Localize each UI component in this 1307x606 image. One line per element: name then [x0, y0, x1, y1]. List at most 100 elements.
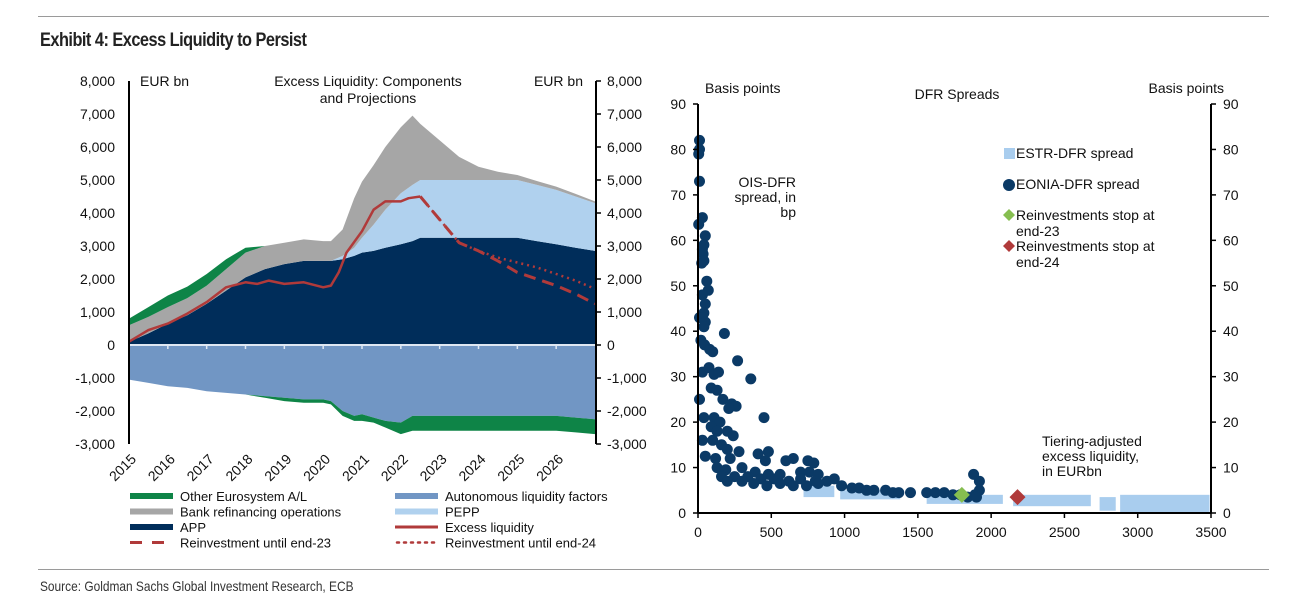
estr-dfr-point [926, 494, 1003, 504]
eonia-dfr-point [699, 339, 711, 351]
eonia-dfr-point [693, 218, 705, 230]
x-tick-label: 1500 [902, 524, 933, 540]
eonia-dfr-point [718, 328, 730, 339]
eonia-dfr-point [803, 466, 815, 478]
eonia-dfr-point [698, 239, 710, 251]
eonia-dfr-point [696, 434, 708, 446]
left-y-tick-label: 10 [670, 460, 686, 476]
left-y-tick-label: 70 [670, 187, 686, 203]
eonia-dfr-point [748, 478, 760, 489]
x-tick-label: 2018 [222, 451, 255, 484]
left-y-tick-label: 8,000 [80, 73, 115, 89]
eonia-dfr-point [693, 148, 705, 160]
right-y-tick-label: 3,000 [607, 238, 642, 254]
chart-title: Excess Liquidity: Components [274, 73, 462, 89]
eonia-dfr-point [721, 443, 733, 455]
x-tick-label: 2019 [261, 451, 294, 484]
eonia-dfr-point [812, 468, 824, 480]
left-y-tick-label: 20 [670, 414, 686, 430]
eonia-dfr-point [711, 462, 723, 474]
eonia-dfr-point [708, 368, 720, 380]
eonia-dfr-point [723, 403, 735, 414]
eonia-dfr-point [717, 393, 729, 405]
right-y-tick-label: 50 [1223, 278, 1239, 294]
x-tick-label: 2024 [455, 451, 488, 484]
eonia-dfr-point [742, 471, 754, 483]
annotation-ois-dfr: bp [780, 204, 796, 220]
eonia-dfr-point [705, 382, 717, 394]
eonia-dfr-point [707, 346, 719, 358]
estr-dfr-point [1013, 494, 1091, 507]
right-y-tick-label: 8,000 [607, 73, 642, 89]
x-tick-label: 2022 [378, 451, 411, 484]
x-tick-label: 3500 [1195, 524, 1226, 540]
legend-swatch [130, 508, 173, 515]
right-unit-label: EUR bn [534, 73, 583, 89]
left-y-tick-label: 0 [678, 505, 686, 521]
source-note: Source: Goldman Sachs Global Investment … [40, 578, 354, 594]
eonia-dfr-point [973, 484, 985, 496]
eonia-dfr-point [971, 491, 982, 503]
eonia-dfr-point [736, 475, 748, 487]
eonia-dfr-point [962, 491, 974, 503]
legend-label: EONIA-DFR spread [1016, 176, 1140, 192]
left-y-tick-label: -3,000 [75, 436, 115, 452]
left-y-tick-label: 6,000 [80, 139, 115, 155]
right-y-tick-label: 10 [1223, 460, 1239, 476]
eonia-dfr-point [732, 355, 744, 367]
eonia-dfr-point [762, 468, 774, 480]
annotation-tiering: Tiering-adjusted [1042, 433, 1142, 449]
legend-marker-circle [1003, 179, 1015, 191]
eonia-dfr-point [846, 482, 858, 494]
eonia-dfr-point [801, 480, 812, 492]
x-tick-label: 0 [694, 524, 702, 540]
legend-swatch [130, 493, 173, 499]
eonia-dfr-point [762, 446, 774, 458]
eonia-dfr-point [702, 284, 714, 296]
line-reinvestment-end-23 [419, 195, 596, 306]
eonia-dfr-point [696, 257, 708, 269]
left-y-tick-label: 80 [670, 141, 686, 157]
eonia-dfr-point [727, 430, 739, 442]
eonia-dfr-point [745, 373, 757, 385]
eonia-dfr-point [720, 464, 732, 476]
eonia-dfr-point [694, 393, 705, 405]
eonia-dfr-point [905, 487, 916, 499]
diamond-reinvestments-stop-at-end-24 [1009, 489, 1026, 506]
x-tick-label: 1000 [829, 524, 860, 540]
diamond-reinvestments-stop-at-end-23 [953, 486, 970, 503]
right-y-tick-label: 0 [1223, 505, 1231, 521]
eonia-dfr-point [710, 453, 722, 464]
legend-label: Autonomous liquidity factors [445, 489, 608, 504]
right-y-tick-label: 20 [1223, 414, 1239, 430]
left-y-tick-label: 60 [670, 232, 686, 248]
eonia-dfr-point [721, 425, 733, 437]
eonia-dfr-point [713, 366, 724, 378]
eonia-dfr-point [774, 468, 786, 480]
legend-label: Reinvestments stop at [1016, 207, 1155, 223]
legend-label: Reinvestment until end-23 [180, 536, 331, 551]
right-y-tick-label: 40 [1223, 323, 1239, 339]
eonia-dfr-point [696, 289, 708, 301]
left-y-tick-label: 5,000 [80, 172, 115, 188]
eonia-dfr-point [733, 446, 745, 458]
x-tick-label: 2500 [1049, 524, 1080, 540]
x-tick-label: 2016 [145, 451, 178, 484]
eonia-dfr-point [701, 275, 713, 287]
eonia-dfr-point [795, 466, 807, 478]
eonia-dfr-point [697, 248, 709, 260]
eonia-dfr-point [780, 455, 792, 467]
left-y-tick-label: 0 [107, 337, 115, 353]
area-autonomous-liquidity-factors [129, 345, 595, 423]
eonia-dfr-point [726, 398, 738, 410]
eonia-dfr-point [749, 466, 761, 478]
eonia-dfr-point [696, 366, 708, 378]
right-y-tick-label: 5,000 [607, 172, 642, 188]
eonia-dfr-point [736, 462, 748, 474]
legend-label: APP [180, 520, 206, 535]
eonia-dfr-point [694, 143, 705, 155]
annotation-tiering: excess liquidity, [1042, 448, 1139, 464]
right-y-tick-label: 90 [1223, 96, 1239, 112]
eonia-dfr-point [705, 421, 717, 433]
legend-label: Excess liquidity [445, 520, 534, 535]
